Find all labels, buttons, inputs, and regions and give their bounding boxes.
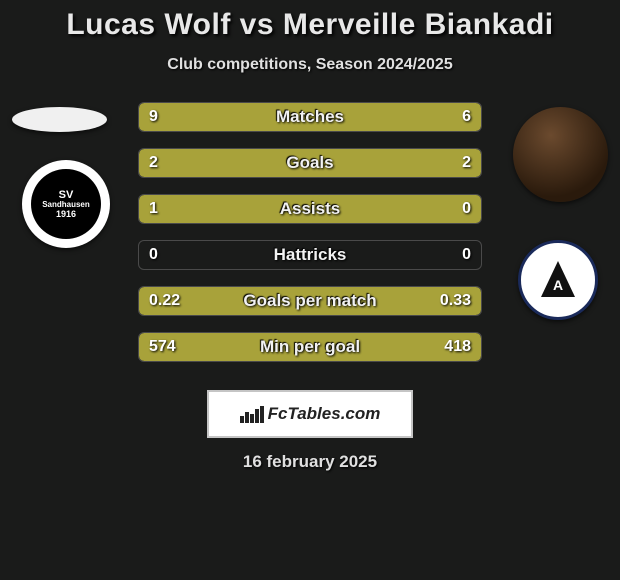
stat-value-left: 2: [149, 149, 158, 177]
stat-row: 96Matches: [138, 102, 482, 132]
main-area: SV Sandhausen 1916 A 96Matches22Goals10A…: [0, 102, 620, 382]
stat-value-left: 574: [149, 333, 176, 361]
stat-value-right: 0: [462, 241, 471, 269]
stat-row: 0 0Hattricks: [138, 240, 482, 270]
stat-value-right: 0: [462, 195, 471, 223]
stat-row: 574418Min per goal: [138, 332, 482, 362]
stat-value-left: 0.22: [149, 287, 180, 315]
stat-row: 22Goals: [138, 148, 482, 178]
player-right-photo: [513, 107, 608, 202]
stat-value-left: 0: [149, 241, 158, 269]
club-left-badge: SV Sandhausen 1916: [22, 160, 110, 248]
club-right-flag-icon: A: [533, 255, 583, 305]
stat-bar-left: [139, 103, 344, 131]
stat-value-left: 1: [149, 195, 158, 223]
stat-bars: 96Matches22Goals10Assists00Hattricks0.22…: [138, 102, 482, 378]
stat-value-left: 9: [149, 103, 158, 131]
subtitle: Club competitions, Season 2024/2025: [0, 56, 620, 74]
footer-brand-text: FcTables.com: [268, 404, 381, 424]
chart-bars-icon: [240, 406, 264, 423]
stat-value-right: 2: [462, 149, 471, 177]
stat-bar-left: [139, 149, 310, 177]
stat-bar-right: [344, 103, 481, 131]
comparison-card: Lucas Wolf vs Merveille Biankadi Club co…: [0, 0, 620, 472]
club-right-flag-letter: A: [553, 277, 563, 293]
stat-bar-left: [139, 195, 481, 223]
club-left-badge-inner: SV Sandhausen 1916: [31, 169, 101, 239]
stat-label: Hattricks: [139, 241, 481, 269]
page-title: Lucas Wolf vs Merveille Biankadi: [0, 8, 620, 42]
club-left-text-bot: 1916: [56, 210, 76, 220]
footer-brand-badge: FcTables.com: [207, 390, 413, 438]
footer-date: 16 february 2025: [0, 452, 620, 472]
club-left-text-top: SV: [59, 189, 74, 201]
club-right-badge: A: [518, 240, 598, 320]
player-left-photo: [12, 107, 107, 132]
stat-row: 10Assists: [138, 194, 482, 224]
stat-bar-right: [310, 149, 481, 177]
stat-value-right: 0.33: [440, 287, 471, 315]
stat-value-right: 418: [444, 333, 471, 361]
stat-row: 0.220.33Goals per match: [138, 286, 482, 316]
stat-value-right: 6: [462, 103, 471, 131]
